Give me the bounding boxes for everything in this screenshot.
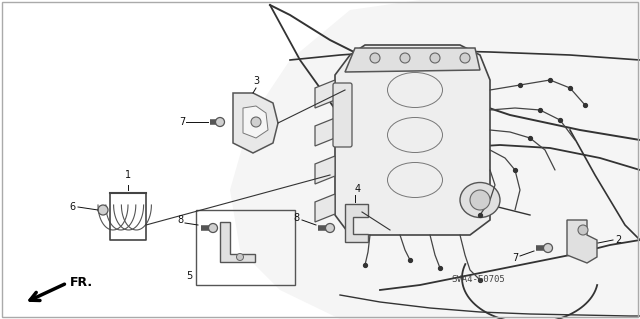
Circle shape [216,117,225,127]
Polygon shape [345,204,368,242]
Polygon shape [315,194,335,222]
FancyBboxPatch shape [333,83,352,147]
Circle shape [400,53,410,63]
Ellipse shape [460,182,500,218]
Polygon shape [315,118,335,146]
Text: 3: 3 [253,76,259,86]
Circle shape [470,190,490,210]
Text: 5: 5 [186,271,192,281]
Polygon shape [233,93,278,153]
Circle shape [578,225,588,235]
Text: 1: 1 [125,170,131,180]
Circle shape [430,53,440,63]
Polygon shape [220,222,255,262]
Text: 7: 7 [512,253,518,263]
Text: FR.: FR. [70,277,93,290]
Circle shape [460,53,470,63]
Text: 8: 8 [294,213,300,223]
Polygon shape [230,0,640,319]
Polygon shape [315,80,335,108]
Circle shape [251,117,261,127]
Text: 6: 6 [70,202,76,212]
Circle shape [209,224,218,233]
Polygon shape [567,220,597,263]
Text: 8: 8 [177,215,183,225]
Circle shape [326,224,335,233]
Circle shape [98,205,108,215]
Text: 7: 7 [179,117,185,127]
Circle shape [237,254,243,261]
Polygon shape [315,156,335,184]
Polygon shape [345,48,480,72]
Text: 2: 2 [615,235,621,245]
Circle shape [543,243,552,253]
Text: SVA4-E0705: SVA4-E0705 [451,276,505,285]
Circle shape [370,53,380,63]
Text: 4: 4 [355,184,361,194]
Polygon shape [243,106,268,138]
Polygon shape [335,45,490,235]
